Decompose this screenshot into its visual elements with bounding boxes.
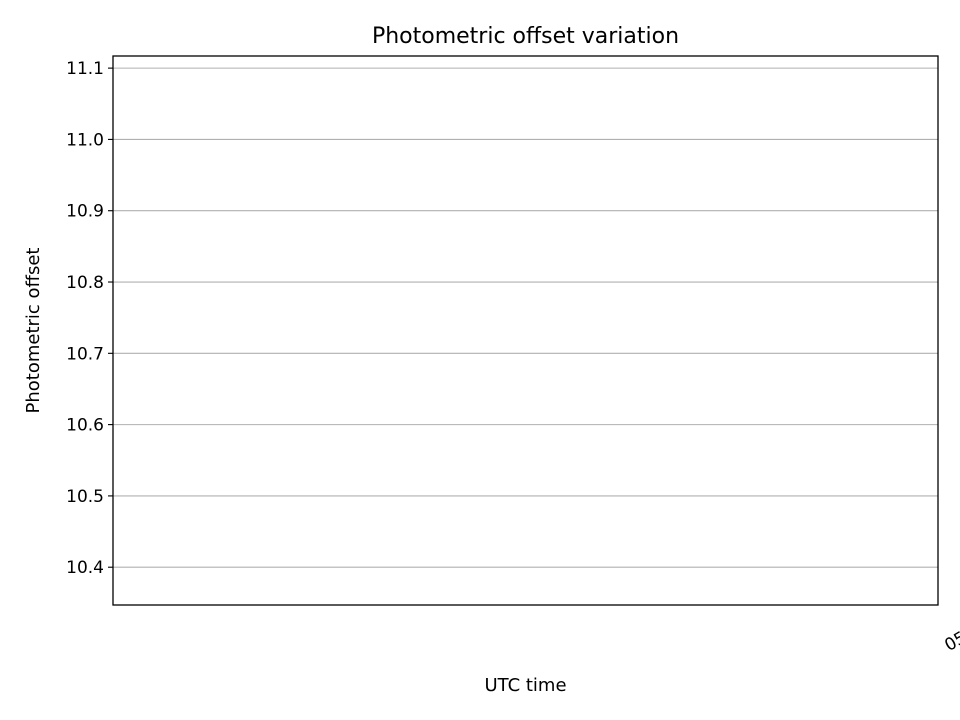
x-axis-title: UTC time: [484, 675, 566, 696]
y-tick-label: 10.4: [66, 558, 104, 578]
y-axis-ticks: 10.4 10.5 10.6 10.7 10.8 10.9 11.0 11.1: [66, 59, 113, 578]
y-tick-label: 10.6: [66, 416, 104, 436]
y-tick-label: 11.1: [66, 59, 104, 79]
y-tick-label: 10.5: [66, 487, 104, 507]
y-tick-label: 11.0: [66, 130, 104, 150]
grid-lines: [113, 67, 938, 568]
y-tick-label: 10.9: [66, 202, 104, 222]
chart-title: Photometric offset variation: [372, 24, 679, 49]
y-tick-label: 10.7: [66, 344, 104, 364]
y-tick-label: 10.8: [66, 273, 104, 293]
plot-area-frame: [112, 55, 939, 606]
y-axis-title: Photometric offset: [23, 248, 44, 414]
